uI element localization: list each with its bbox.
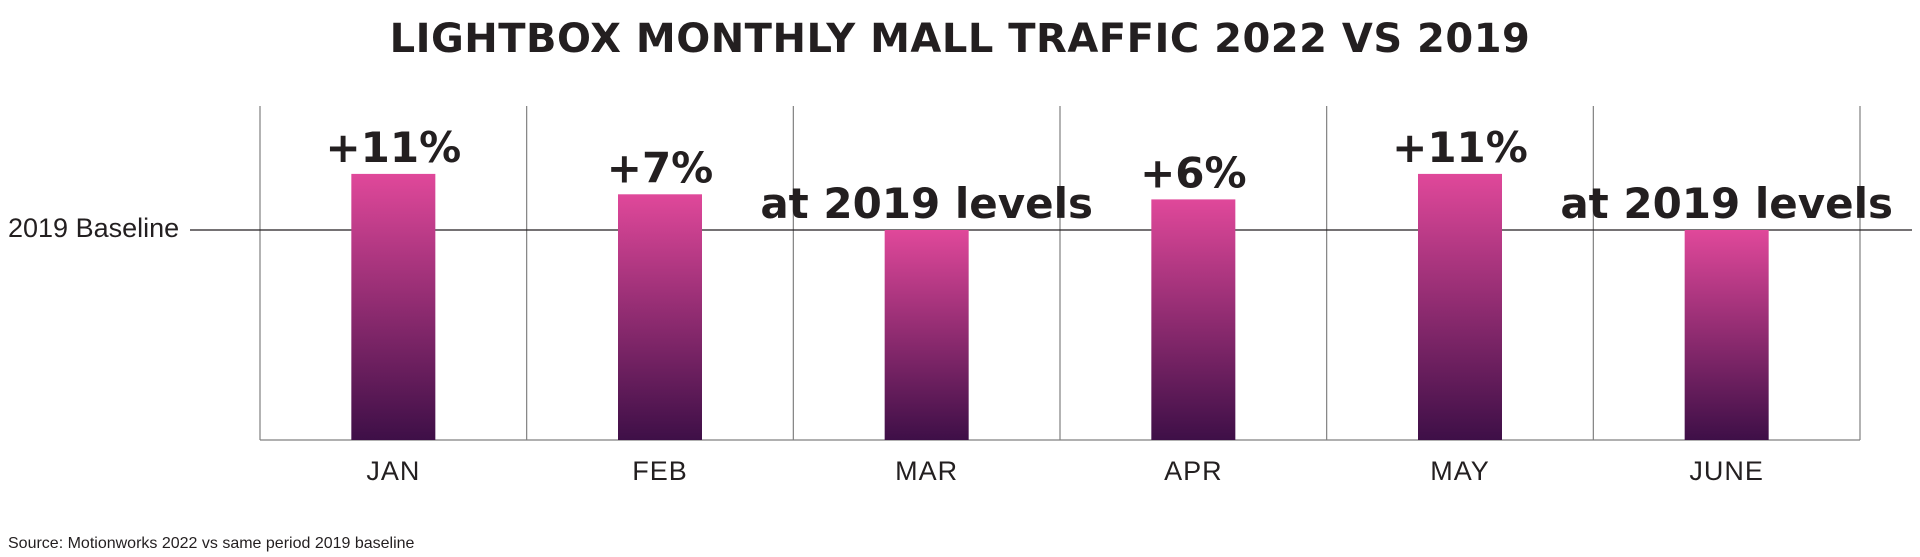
bar-june — [1684, 230, 1769, 440]
bar-may — [1418, 173, 1502, 440]
x-tick-jan: JAN — [366, 456, 420, 486]
x-ticks-group: JAN FEB MAR APR MAY JUNE — [366, 456, 1764, 486]
x-tick-apr: APR — [1164, 456, 1223, 486]
plot-frame — [259, 106, 1861, 441]
chart-title: LIGHTBOX MONTHLY MALL TRAFFIC 2022 VS 20… — [390, 16, 1531, 62]
x-tick-may: MAY — [1430, 456, 1490, 486]
bar-mar — [884, 230, 969, 440]
data-labels-group: +11% +7% at 2019 levels +6% +11% at 2019 leve… — [325, 123, 1893, 228]
bar-apr — [1151, 199, 1236, 440]
data-label-may: +11% — [1392, 123, 1528, 172]
data-label-apr: +6% — [1140, 148, 1247, 197]
bar-jan — [351, 173, 436, 440]
data-label-june: at 2019 levels — [1560, 179, 1893, 228]
x-tick-mar: MAR — [895, 456, 958, 486]
baseline-label: 2019 Baseline — [8, 213, 179, 243]
data-label-jan: +11% — [325, 123, 461, 172]
x-tick-feb: FEB — [632, 456, 688, 486]
x-tick-june: JUNE — [1689, 456, 1764, 486]
bars-group — [351, 173, 1769, 440]
data-label-feb: +7% — [607, 143, 714, 192]
source-note: Source: Motionworks 2022 vs same period … — [8, 535, 415, 552]
bar-feb — [618, 194, 702, 440]
data-label-mar: at 2019 levels — [760, 179, 1093, 228]
